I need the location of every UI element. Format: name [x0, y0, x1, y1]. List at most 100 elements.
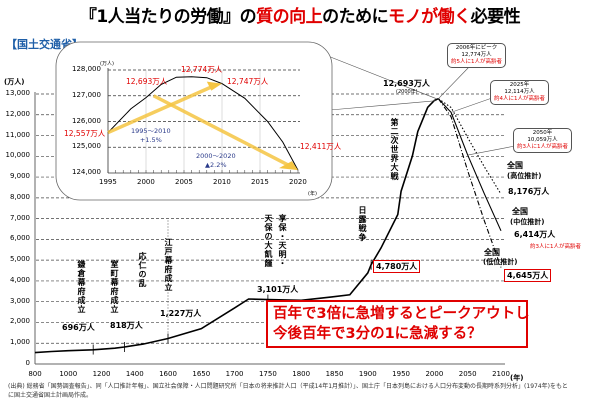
inset-x-tick-label: 2000 [137, 178, 155, 186]
event-russo-japanese-war: 日露戦争 [358, 206, 367, 242]
y-tick-label: 6,000 [9, 234, 30, 243]
inset-series-line [107, 76, 299, 171]
source-label: 【国土交通省】 [6, 38, 83, 51]
callout-2050: 2050年 10,059万人 約3人に1人が高齢者 [513, 128, 572, 153]
callout-pointer [438, 65, 471, 99]
inset-y-tick-label: 127,000 [72, 90, 101, 99]
event-kamakura: 鎌倉幕府成立 [77, 260, 86, 314]
mid-projection-name: 全国 [512, 207, 528, 216]
x-tick-label: 1850 [325, 370, 344, 378]
high-projection-name: 全国 [507, 161, 523, 170]
callout-note: 約5人に1人が高齢者 [451, 59, 502, 65]
x-tick-label: 1750 [258, 370, 277, 378]
arrow-change: +1.5% [139, 136, 162, 144]
callout-note: 約3人に1人が高齢者 [517, 144, 568, 150]
y-axis-unit: (万人) [4, 78, 25, 86]
arrow-decrease-head [279, 161, 298, 171]
inset-y-unit: (万人) [100, 61, 114, 67]
callout-value: 12,774万人 [461, 52, 492, 58]
callout-year: 2025年 [509, 82, 530, 88]
label-12693: 12,693万人 [383, 79, 430, 88]
y-tick-label: 0 [25, 359, 30, 367]
y-tick-label: 1,000 [9, 338, 30, 347]
inset-y-tick-label: 124,000 [72, 168, 101, 176]
y-tick-label: 9,000 [9, 172, 30, 181]
x-tick-label: 800 [28, 370, 42, 378]
event-onin: 応仁の乱 [138, 252, 147, 288]
inset-y-tick-label: 128,000 [72, 65, 101, 73]
title-highlight: モノが働く [388, 7, 471, 27]
series-projection-line [437, 98, 502, 232]
label-3101: 3,101万人 [257, 285, 299, 294]
page-title: 『1人当たりの労働』の質の向上のためにモノが働く必要性 [0, 2, 600, 27]
callout-year: 2050年 [532, 130, 553, 136]
label-4780: 4,780万人 [373, 260, 421, 273]
footnote: (出典) 総務省「国勢調査報告」、同「人口推計年報」、国立社会保障・人口問題研究… [8, 383, 568, 399]
zoom-line [329, 100, 437, 111]
callout-peak-2006: 2006年にピーク 12,774万人 約5人に1人が高齢者 [447, 43, 506, 68]
event-ww2: 第二次世界大戦 [390, 118, 399, 181]
y-tick-label: 7,000 [9, 213, 30, 222]
x-tick-label: 1000 [59, 370, 78, 378]
label-1227: 1,227万人 [160, 309, 202, 318]
x-tick-label: 1900 [358, 370, 377, 378]
callout-pointer [450, 97, 493, 113]
title-part: 『1人当たりの労働』の [79, 7, 257, 27]
title-part: のために [322, 7, 389, 27]
y-tick-label: 3,000 [9, 296, 30, 305]
title-highlight: 質の向上 [256, 7, 323, 27]
high-projection-type: (高位推計) [507, 172, 542, 180]
y-tick-label: 8,000 [9, 192, 30, 201]
inset-label-2020: 12,411万人 [300, 142, 342, 151]
callout-note: 約4人に1人が高齢者 [494, 96, 545, 102]
inset-x-tick-label: 2010 [213, 178, 231, 186]
label-696: 696万人 [62, 323, 95, 332]
x-tick-label: 1200 [92, 370, 111, 378]
arrow-decrease [152, 94, 292, 168]
inset-y-tick-label: 126,000 [72, 116, 101, 125]
x-tick-label: 2100 [492, 370, 510, 378]
inset-x-tick-label: 1995 [99, 178, 117, 186]
low-projection-type: (低位推計) [483, 258, 518, 266]
inset-x-tick-label: 2015 [251, 178, 269, 186]
inset-label-2005: 12,774万人 [181, 65, 223, 74]
inset-x-unit: (年) [308, 191, 317, 197]
x-tick-label: 2000 [425, 370, 444, 378]
mid-projection-value: 6,414万人 [514, 230, 556, 239]
callout-year: 2006年にピーク [455, 45, 498, 51]
low-projection-value: 4,645万人 [504, 269, 552, 282]
low-projection-name: 全国 [484, 248, 500, 257]
x-tick-label: 1650 [192, 370, 211, 378]
inset-x-tick-label: 2005 [175, 178, 193, 186]
x-tick-label: 2050 [458, 370, 477, 378]
x-tick-label: 1800 [292, 370, 311, 378]
y-tick-label: 12,000 [5, 109, 31, 118]
arrow-change: ▲2.2% [205, 161, 227, 169]
y-tick-label: 2,000 [9, 317, 30, 326]
y-tick-label: 10,000 [5, 151, 31, 160]
inset-y-tick-label: 125,000 [72, 142, 101, 151]
x-tick-label: 1600 [159, 370, 177, 378]
event-edo: 江戸幕府成立 [164, 238, 173, 292]
inset-label-2010: 12,747万人 [227, 77, 269, 86]
arrow-period: 2000～2020 [196, 152, 236, 160]
callout-value: 12,114万人 [504, 89, 535, 95]
mid-projection-type: (中位推計) [510, 218, 545, 226]
key-message-line: 百年で3倍に急増するとピークアウトし [273, 306, 530, 322]
y-tick-label: 5,000 [9, 255, 30, 264]
x-axis-unit: (年) [510, 374, 524, 382]
inset-label-1995: 12,557万人 [64, 129, 106, 138]
inset-label-2000: 12,693万人 [126, 77, 168, 86]
inset-x-tick-label: 2020 [289, 178, 307, 186]
series-projection-line [438, 98, 502, 195]
key-message-line: 今後百年で3分の1に急減する？ [273, 326, 482, 342]
arrow-label-decrease: 2000～2020 ▲2.2% [196, 152, 236, 170]
event-muromachi: 室町幕府成立 [110, 260, 119, 314]
event-famine-1: 享保・天明・ [278, 214, 287, 268]
series-projection-line [437, 98, 502, 268]
mid-projection-note: 約3人に1人が高齢者 [530, 244, 581, 250]
arrow-label-increase: 1995～2010 +1.5% [131, 127, 171, 145]
arrow-period: 1995～2010 [131, 127, 171, 135]
x-tick-label: 1700 [225, 370, 244, 378]
